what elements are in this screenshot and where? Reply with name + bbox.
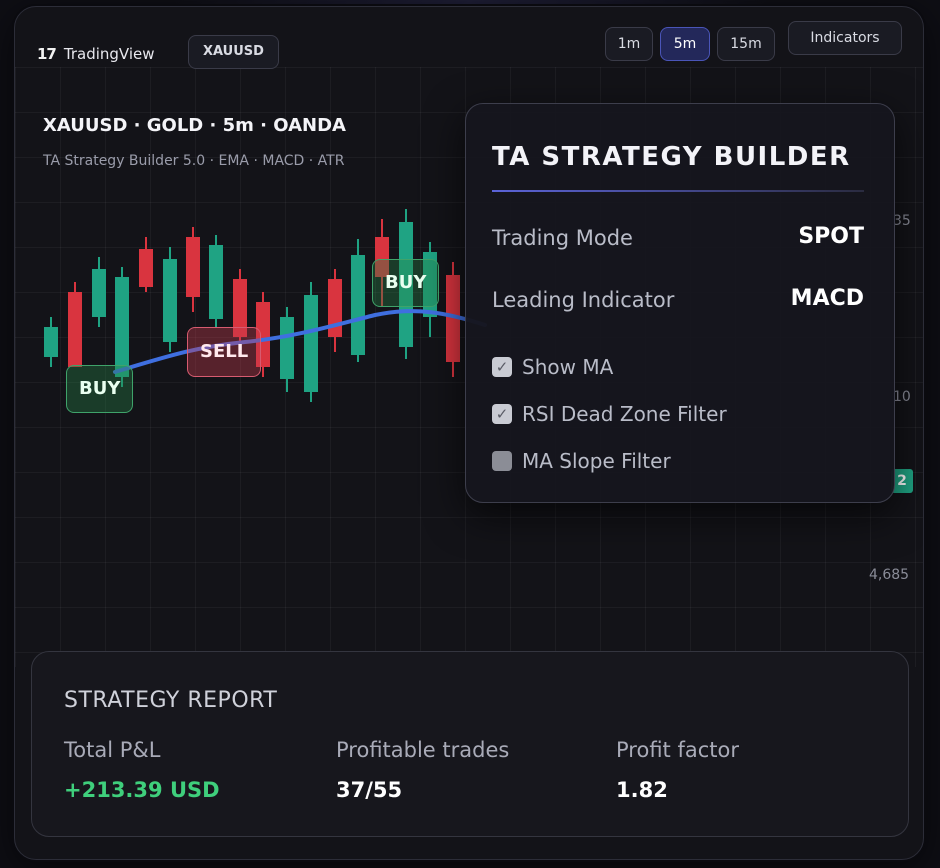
- candle-body: [186, 237, 200, 297]
- candle-body: [233, 279, 247, 337]
- candle-body: [304, 295, 318, 392]
- rsi-dead-zone-label: RSI Dead Zone Filter: [522, 402, 727, 426]
- last-price-tag: 2: [891, 469, 913, 493]
- buy-signal-label: BUY: [66, 365, 134, 413]
- price-label-top: 35: [893, 213, 911, 229]
- timeframe-15m-button[interactable]: 15m: [717, 27, 775, 61]
- symbol-chip[interactable]: XAUUSD: [188, 35, 279, 69]
- strategy-builder-panel: TA STRATEGY BUILDER Trading Mode SPOT Le…: [465, 103, 895, 503]
- candle-body: [44, 327, 58, 357]
- timeframe-1m-button[interactable]: 1m: [605, 27, 653, 61]
- ma-slope-checkbox-row[interactable]: MA Slope Filter: [492, 448, 671, 474]
- trading-mode-value[interactable]: SPOT: [798, 224, 864, 249]
- trading-mode-label: Trading Mode: [492, 226, 633, 250]
- indicators-button[interactable]: Indicators: [788, 21, 902, 55]
- profit-factor-label: Profit factor: [616, 738, 739, 762]
- sell-signal-label: SELL: [187, 327, 262, 377]
- top-toolbar: 17 TradingView XAUUSD 1m 5m 15m Indicato…: [15, 7, 923, 69]
- total-pnl-value: +213.39 USD: [64, 778, 220, 802]
- candles-group: [44, 209, 460, 402]
- ma-slope-checkbox[interactable]: [492, 451, 512, 471]
- rsi-dead-zone-checkbox[interactable]: ✓: [492, 404, 512, 424]
- profit-factor-value: 1.82: [616, 778, 668, 802]
- candle-body: [115, 277, 129, 377]
- profitable-trades-stat: Profitable trades 37/55: [336, 738, 509, 802]
- ma-slope-label: MA Slope Filter: [522, 449, 671, 473]
- profitable-trades-value: 37/55: [336, 778, 403, 802]
- profitable-trades-label: Profitable trades: [336, 738, 510, 762]
- chart-title: XAUUSD · GOLD · 5m · OANDA: [43, 115, 346, 136]
- leading-indicator-row[interactable]: Leading Indicator MACD: [492, 286, 864, 312]
- strategy-report: STRATEGY REPORT Total P&L +213.39 USD Pr…: [31, 651, 909, 837]
- candle-body: [399, 222, 413, 347]
- total-pnl-stat: Total P&L +213.39 USD: [64, 738, 220, 802]
- chart-subtitle: TA Strategy Builder 5.0 · EMA · MACD · A…: [43, 153, 345, 169]
- trading-mode-row[interactable]: Trading Mode SPOT: [492, 224, 864, 250]
- leading-indicator-label: Leading Indicator: [492, 288, 675, 312]
- profit-factor-stat: Profit factor 1.82: [616, 738, 739, 802]
- candle-body: [92, 269, 106, 317]
- candle-body: [280, 317, 294, 379]
- candle-body: [446, 275, 460, 362]
- panel-divider: [492, 190, 864, 192]
- candle-body: [139, 249, 153, 287]
- tradingview-logo[interactable]: 17 TradingView: [37, 45, 155, 63]
- candle-body: [163, 259, 177, 342]
- candle-body: [68, 292, 82, 367]
- candle-body: [209, 245, 223, 319]
- timeframe-5m-button[interactable]: 5m: [660, 27, 710, 61]
- leading-indicator-value[interactable]: MACD: [790, 286, 864, 311]
- total-pnl-label: Total P&L: [64, 738, 161, 762]
- chart-card: 17 TradingView XAUUSD 1m 5m 15m Indicato…: [14, 6, 924, 860]
- candle-body: [351, 255, 365, 355]
- show-ma-label: Show MA: [522, 355, 614, 379]
- panel-title: TA STRATEGY BUILDER: [492, 142, 851, 172]
- candlestick-chart[interactable]: [15, 7, 923, 667]
- price-label-bottom: 4,685: [869, 567, 910, 583]
- tradingview-logo-icon: 17: [37, 45, 57, 63]
- buy-signal-label-2: BUY: [372, 259, 440, 307]
- report-title: STRATEGY REPORT: [64, 688, 278, 713]
- rsi-dead-zone-checkbox-row[interactable]: ✓ RSI Dead Zone Filter: [492, 401, 727, 427]
- brand-name: TradingView: [63, 45, 155, 63]
- candle-body: [256, 302, 270, 367]
- price-label-mid: 10: [893, 389, 911, 405]
- show-ma-checkbox-row[interactable]: ✓ Show MA: [492, 354, 613, 380]
- moving-average-line: [113, 309, 487, 374]
- show-ma-checkbox[interactable]: ✓: [492, 357, 512, 377]
